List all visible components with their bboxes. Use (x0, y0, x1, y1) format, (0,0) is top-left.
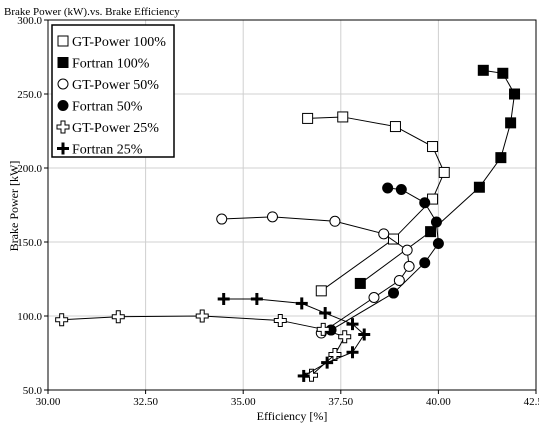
data-point (388, 287, 400, 299)
data-point (315, 285, 327, 297)
series-square-filled (354, 64, 521, 289)
legend-label: Fortran 25% (72, 143, 143, 158)
data-point (338, 330, 352, 344)
axis-ticks: 30.00 32.50 35.00 37.50 40.00 42.50 50.0 100.0 1… (17, 15, 539, 408)
data-point (358, 328, 371, 341)
data-point (427, 141, 439, 153)
data-point (55, 313, 69, 327)
legend: GT-Power 100% Fortran 100% GT-Power 50% For… (51, 24, 175, 158)
data-point (438, 166, 450, 178)
data-point (425, 226, 437, 238)
data-point (368, 292, 380, 303)
legend-box (51, 24, 175, 158)
data-point (111, 310, 125, 324)
data-point (266, 211, 278, 223)
data-point (473, 181, 485, 193)
series-circle-open (216, 211, 415, 339)
data-point (346, 346, 359, 359)
y-tick-label: 100.0 (17, 311, 42, 323)
data-point (195, 309, 209, 323)
data-point (495, 152, 507, 164)
legend-label: Fortran 100% (72, 57, 150, 72)
data-point (321, 356, 334, 369)
data-point (273, 313, 287, 327)
data-point (305, 368, 319, 382)
data-point (505, 117, 517, 129)
x-axis-label: Efficiency [%] (257, 409, 328, 423)
series-plus-filled (217, 292, 371, 382)
x-tick-label: 40.00 (426, 396, 451, 408)
data-point (389, 121, 401, 133)
data-point (395, 183, 407, 195)
data-point (430, 216, 442, 228)
data-point (346, 318, 359, 331)
data-point (419, 257, 431, 269)
data-point (432, 237, 444, 249)
data-point (401, 244, 413, 256)
data-point (378, 228, 390, 240)
legend-label: GT-Power 50% (72, 78, 159, 93)
x-tick-label: 42.50 (524, 396, 539, 408)
series-circle-filled (325, 182, 444, 336)
data-point (509, 88, 521, 100)
y-axis-label: Brake Power [kW] (7, 161, 21, 252)
data-point (419, 197, 431, 209)
legend-marker (57, 100, 69, 111)
y-tick-label: 300.0 (17, 15, 42, 27)
data-point (295, 297, 308, 310)
data-point (337, 111, 349, 123)
series-square-open (302, 111, 450, 297)
data-point (250, 292, 263, 305)
data-point (329, 215, 341, 227)
data-point (297, 369, 310, 382)
legend-marker (57, 78, 69, 90)
x-tick-label: 32.50 (133, 396, 158, 408)
data-point (393, 274, 405, 286)
x-tick-label: 35.00 (231, 396, 256, 408)
legend-marker (57, 57, 69, 68)
series-line (360, 69, 516, 284)
x-tick-label: 37.50 (328, 396, 353, 408)
y-tick-label: 150.0 (17, 237, 42, 249)
data-point (403, 260, 415, 272)
data-point (328, 347, 342, 361)
legend-label: GT-Power 100% (72, 35, 166, 50)
legend-label: Fortran 50% (72, 100, 143, 115)
legend-marker (56, 120, 70, 134)
series-layer (55, 64, 521, 382)
x-tick-label: 30.00 (36, 396, 61, 408)
series-plus-open (55, 309, 352, 382)
data-point (382, 182, 394, 194)
data-point (354, 277, 366, 289)
legend-marker (57, 35, 69, 47)
data-point (477, 64, 489, 76)
data-point (388, 233, 400, 245)
data-point (316, 322, 330, 336)
series-line (61, 315, 346, 376)
y-tick-label: 200.0 (17, 163, 42, 175)
data-point (319, 307, 332, 320)
data-point (497, 67, 509, 79)
data-point (217, 292, 230, 305)
series-line (307, 116, 445, 292)
y-tick-label: 250.0 (17, 89, 42, 101)
data-point (216, 213, 228, 225)
y-tick-label: 50.0 (23, 385, 43, 397)
plot-frame (47, 19, 537, 391)
legend-marker (57, 142, 69, 155)
legend-label: GT-Power 25% (72, 121, 159, 136)
chart-title: Brake Power (kW).vs. Brake Efficiency (4, 6, 180, 18)
data-point (302, 112, 314, 124)
